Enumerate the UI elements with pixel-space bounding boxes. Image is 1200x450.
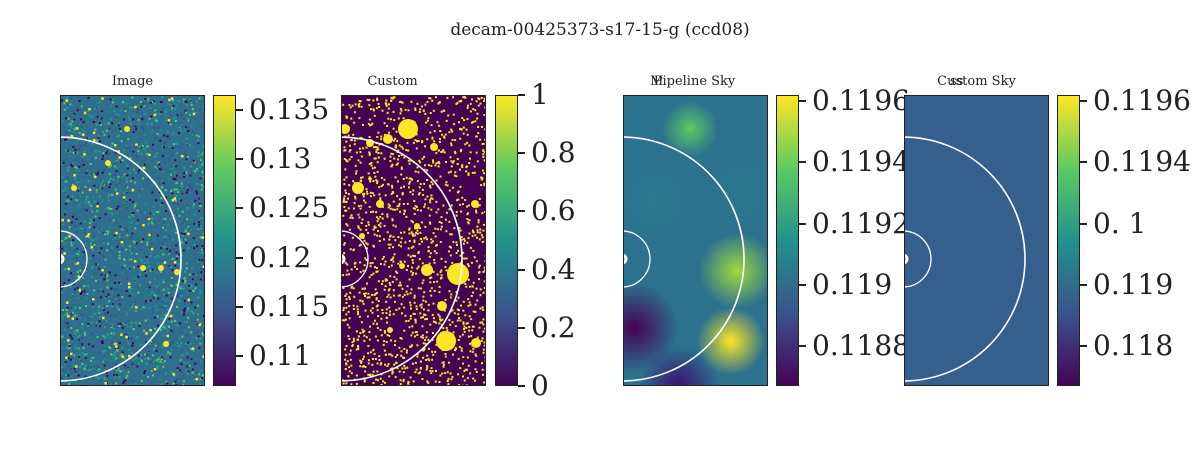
custom-sky-colorbar: [1057, 95, 1080, 386]
colorbar-tick-label: 0. 1: [1093, 206, 1147, 240]
colorbar-tick-mark: [799, 100, 806, 103]
aperture-circle: [342, 136, 463, 382]
colorbar-tick-mark: [236, 108, 243, 111]
panel-title-custom: Custom: [367, 74, 418, 89]
colorbar-tick-mark: [518, 385, 525, 387]
colorbar-tick-mark: [236, 207, 243, 210]
pipeline-sky-title-text: Pipeline Sky: [653, 74, 736, 89]
image-colorbar: [213, 95, 236, 386]
colorbar-tick-mark: [518, 268, 525, 271]
colorbar-tick-label: 0.118: [1093, 329, 1174, 363]
colorbar-tick-label: 0.1194: [812, 145, 910, 179]
aperture-circle: [61, 136, 182, 382]
custom-colorbar-ticks: 0 0.2 0.4 0.6 0.8 1: [518, 79, 638, 402]
figure-title: decam-00425373-s17-15-g (ccd08): [450, 20, 750, 40]
panel-title-custom-sky: Custom Sky ss: [904, 74, 1049, 89]
colorbar-tick-mark: [518, 152, 525, 155]
pipeline-sky-colorbar-ticks: 0.1188 0.119 0.1192 0.1194 0.1196: [799, 85, 919, 386]
aperture-circle: [61, 253, 65, 265]
colorbar-tick-mark: [799, 222, 806, 225]
panel-title-pipeline-sky: Pipeline Sky M: [622, 74, 767, 89]
colorbar-tick-label: 0.135: [249, 92, 330, 126]
custom-sky-title-overlay: ss: [950, 74, 964, 89]
colorbar-tick-label: 0.12: [249, 240, 312, 274]
colorbar-tick-mark: [236, 355, 243, 358]
colorbar-tick-mark: [799, 283, 806, 286]
panel-title-image: Image: [111, 74, 154, 89]
colorbar-tick-mark: [518, 326, 525, 329]
colorbar-tick-mark: [236, 256, 243, 259]
colorbar-tick-mark: [1080, 283, 1087, 286]
custom-mask-panel: [341, 95, 486, 386]
colorbar-tick-mark: [1080, 100, 1087, 103]
colorbar-tick-mark: [799, 345, 806, 348]
colorbar-tick-mark: [799, 161, 806, 164]
colorbar-tick-mark: [1080, 161, 1087, 164]
aperture-circle: [905, 136, 1026, 382]
aperture-circle: [905, 253, 909, 265]
aperture-circle: [342, 253, 346, 265]
custom-sky-title-text: Custom Sky: [937, 74, 1016, 89]
colorbar-tick-label: 0.1196: [1093, 84, 1191, 118]
colorbar-tick-mark: [1080, 222, 1087, 225]
colorbar-tick-label: 0.1194: [1093, 145, 1191, 179]
colorbar-tick-label: 0.8: [531, 136, 576, 170]
colorbar-tick-label: 0.13: [249, 142, 312, 176]
colorbar-tick-label: 0.11: [249, 339, 312, 373]
colorbar-tick-mark: [518, 94, 525, 96]
colorbar-tick-mark: [236, 158, 243, 161]
aperture-circle: [624, 230, 651, 288]
colorbar-tick-label: 1: [531, 78, 549, 111]
aperture-circle: [624, 136, 745, 382]
colorbar-tick-label: 0.2: [531, 310, 576, 344]
image-panel: [60, 95, 205, 386]
pipeline-sky-panel: [623, 95, 768, 386]
colorbar-tick-label: 0: [531, 369, 549, 402]
aperture-circle: [624, 253, 628, 265]
colorbar-tick-label: 0.6: [531, 194, 576, 228]
aperture-circle: [61, 230, 88, 288]
colorbar-tick-label: 0.119: [1093, 267, 1174, 301]
custom-sky-panel: [904, 95, 1049, 386]
colorbar-tick-mark: [518, 210, 525, 213]
aperture-circle: [342, 230, 369, 288]
colorbar-tick-label: 0.1192: [812, 206, 910, 240]
colorbar-tick-label: 0.1188: [812, 329, 910, 363]
image-colorbar-ticks: 0.11 0.115 0.12 0.125 0.13 0.135: [236, 92, 356, 386]
colorbar-tick-mark: [1080, 345, 1087, 348]
colorbar-tick-label: 0.1196: [812, 84, 910, 118]
colorbar-tick-label: 0.119: [812, 267, 893, 301]
colorbar-tick-mark: [236, 306, 243, 309]
custom-sky-colorbar-ticks: 0.118 0.119 0. 1 0.1194 0.1196: [1080, 85, 1200, 386]
colorbar-tick-label: 0.4: [531, 252, 576, 286]
pipeline-sky-title-overlay: M: [650, 74, 664, 89]
pipeline-sky-colorbar: [776, 95, 799, 386]
custom-colorbar: [495, 95, 518, 386]
aperture-circle: [905, 230, 932, 288]
colorbar-tick-label: 0.125: [249, 191, 330, 225]
colorbar-tick-label: 0.115: [249, 290, 330, 324]
